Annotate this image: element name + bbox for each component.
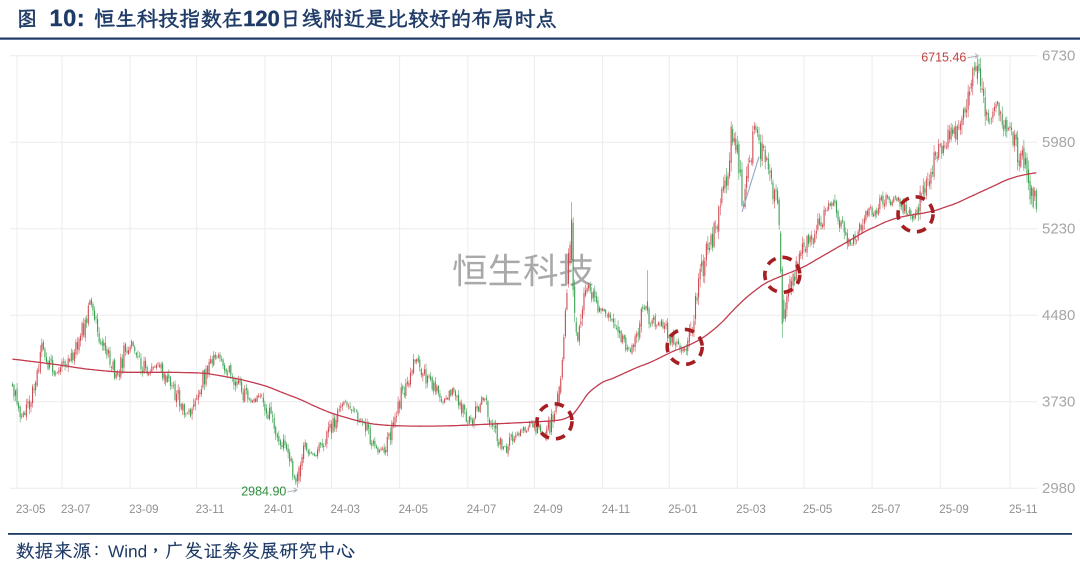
y-axis-label: 5980	[1042, 134, 1075, 151]
min-value-label: 2984.90	[241, 485, 286, 499]
x-axis-label: 23-09	[129, 504, 158, 516]
ma-touch-circle	[762, 255, 802, 295]
axis-labels: 2980 3730 4480 5230 5980 6730 23-05 23-07 23-09 2…	[16, 48, 1075, 516]
x-axis-label: 25-05	[803, 504, 832, 516]
up-candle-wicks	[15, 57, 1036, 484]
x-axis-label: 25-11	[1009, 504, 1038, 516]
y-axis-label: 3730	[1042, 394, 1075, 411]
title-underline	[0, 37, 1080, 40]
y-axis-label: 2980	[1042, 480, 1075, 497]
x-axis-label: 24-07	[467, 504, 496, 516]
ma120-path	[12, 172, 1037, 427]
x-axis-label: 24-09	[533, 504, 562, 516]
x-axis-label: 24-01	[264, 504, 293, 516]
down-candle-bodies	[11, 64, 1037, 483]
x-axis-label: 23-05	[16, 504, 45, 516]
up-candle-bodies	[14, 66, 1036, 481]
x-axis-label: 23-07	[61, 504, 90, 516]
footer-divider	[8, 533, 1072, 535]
watermark	[453, 253, 593, 287]
data-source-text	[16, 541, 355, 560]
x-axis-label: 25-01	[668, 504, 697, 516]
y-axis-label: 6730	[1042, 48, 1075, 65]
ma-touch-circle	[535, 401, 574, 441]
watermark-text	[453, 253, 593, 287]
x-axis-label: 25-03	[736, 504, 765, 516]
max-label-arrow-head	[974, 53, 980, 59]
grid-lines	[10, 55, 1037, 489]
x-axis-label: 25-07	[871, 504, 900, 516]
figure-title-text	[18, 8, 557, 29]
x-axis-label: 25-09	[939, 504, 968, 516]
y-axis-label: 5230	[1042, 221, 1075, 238]
trendline	[741, 156, 760, 213]
max-value-label: 6715.46	[921, 51, 966, 65]
y-axis-label: 4480	[1042, 307, 1075, 324]
down-candle-wicks	[12, 57, 1037, 488]
x-axis-label: 24-05	[399, 504, 428, 516]
figure-title	[0, 8, 1080, 40]
figure-footer	[8, 533, 1072, 560]
annotations: 6715.46 2984.90	[241, 51, 980, 499]
ma120-line	[12, 172, 1037, 427]
x-axis-label: 24-11	[602, 504, 631, 516]
min-label-arrow-head	[293, 487, 298, 493]
ma-touch-circle	[896, 195, 935, 234]
x-axis-label: 23-11	[196, 504, 225, 516]
candlestick-series	[11, 57, 1037, 488]
max-label-arrow	[967, 55, 979, 59]
min-label-arrow	[287, 489, 298, 493]
ma-touch-circle	[665, 327, 705, 367]
x-axis-label: 24-03	[331, 504, 360, 516]
